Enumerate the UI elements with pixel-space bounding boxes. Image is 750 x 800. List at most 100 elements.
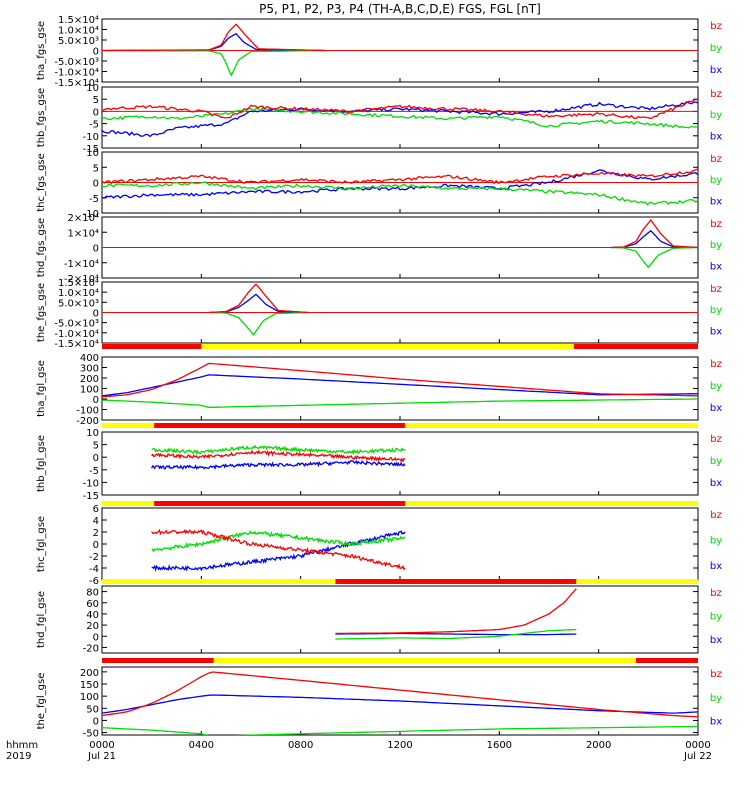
y-tick-label: 4 [93, 516, 99, 527]
y-tick-label: 10 [86, 83, 99, 94]
y-tick-label: 10 [86, 428, 99, 439]
series-bz-line [335, 588, 577, 635]
legend-by: by [710, 611, 722, 622]
legend-bz: bz [710, 219, 722, 230]
y-tick-label: 5 [93, 95, 99, 106]
panel-thd_fgs_gse: 2×10⁴ 1×10⁴ 0 -1×10⁴ -2×10⁴ thd_fgs_gse bz by bx [36, 213, 722, 285]
y-tick-label: -15 [83, 144, 99, 155]
series-bz-line [151, 528, 406, 571]
series-by-line [335, 628, 577, 640]
status-bar-segment [635, 658, 698, 663]
series-by-line [151, 529, 406, 553]
y-tick-label: 1.5×10⁴ [58, 15, 99, 26]
y-tick-label: -1.0×10⁴ [54, 329, 99, 340]
series-bz-line [102, 362, 698, 398]
time-tick-label: 1200 [387, 740, 412, 751]
y-tick-label: 0 [93, 309, 99, 320]
status-bar-segment [201, 344, 574, 349]
status-bar-segment [154, 501, 405, 506]
panel-frame [101, 356, 699, 421]
y-tick-label: -50 [83, 729, 99, 740]
y-tick-label: 1.0×10⁴ [58, 288, 99, 299]
y-tick-label: -10 [83, 132, 99, 143]
legend-bx: bx [710, 635, 722, 646]
series-bz-line [102, 671, 698, 718]
y-tick-label: 100 [80, 385, 99, 396]
start-date-label: Jul 21 [87, 751, 116, 762]
y-tick-label: -200 [76, 416, 99, 427]
y-tick-label: 150 [80, 680, 99, 691]
y-tick-label: 0 [93, 540, 99, 551]
legend-bz: bz [710, 284, 722, 295]
y-tick-label: 2 [93, 528, 99, 539]
y-tick-label: 1.0×10⁴ [58, 26, 99, 37]
y-tick-label: 0 [93, 107, 99, 118]
series-by-line [208, 311, 309, 337]
legend-by: by [710, 110, 722, 121]
panel-frame [101, 431, 699, 496]
panel-ylabel: tha_fgl_gse [36, 360, 47, 417]
time-tick-label: 0000 [89, 740, 114, 751]
status-bar-segment [213, 658, 636, 663]
status-bar-segment [404, 501, 698, 506]
y-tick-label: 0 [93, 395, 99, 406]
y-tick-label: 1.5×10⁴ [58, 278, 99, 289]
series-bx-line [102, 101, 698, 138]
y-tick-label: 5.0×10³ [58, 298, 99, 309]
series-by-line [102, 107, 698, 129]
legend-bx: bx [710, 561, 722, 572]
y-tick-label: -6 [89, 576, 99, 587]
status-bar-segment [102, 344, 202, 349]
legend-bz: bz [710, 588, 722, 599]
legend-by: by [710, 381, 722, 392]
series-bx-line [151, 530, 406, 573]
legend-bx: bx [710, 403, 722, 414]
series-by-line [611, 246, 698, 269]
legend-bz: bz [710, 434, 722, 445]
y-tick-label: 100 [80, 692, 99, 703]
panel-ylabel: thc_fgs_gse [36, 153, 47, 212]
y-tick-label: -4 [89, 564, 99, 575]
y-tick-label: 50 [86, 704, 99, 715]
panel-ylabel: the_fgs_gse [36, 283, 47, 342]
status-bar-segment [102, 501, 155, 506]
series-by-line [102, 49, 326, 77]
y-tick-label: 2×10⁴ [68, 213, 99, 224]
year-label: 2019 [6, 751, 31, 762]
y-tick-label: 5.0×10³ [58, 36, 99, 47]
series-bx-line [102, 694, 698, 714]
y-tick-label: 10 [86, 148, 99, 159]
y-tick-label: -1.5×10⁴ [54, 78, 99, 89]
panel-ylabel: thd_fgs_gse [36, 218, 47, 277]
status-bar-segment [102, 579, 336, 584]
y-tick-label: 6 [93, 504, 99, 515]
y-tick-label: -10 [83, 209, 99, 220]
legend-bz: bz [710, 510, 722, 521]
series-bx-line [102, 169, 698, 199]
series-bz-line [611, 219, 698, 249]
y-tick-label: -5 [89, 466, 99, 477]
status-bar-segment [102, 423, 155, 428]
y-tick-label: 400 [80, 353, 99, 364]
y-tick-label: -2 [89, 552, 99, 563]
time-tick-label: 0400 [189, 740, 214, 751]
status-bar-segment [335, 579, 577, 584]
y-tick-label: 0 [93, 47, 99, 58]
series-bx-line [102, 374, 698, 397]
series-bz-line [151, 449, 406, 463]
legend-bx: bx [710, 478, 722, 489]
y-tick-label: -15 [83, 491, 99, 502]
time-tick-label: 2000 [586, 740, 611, 751]
y-tick-label: -2×10⁴ [64, 274, 99, 285]
legend-bz: bz [710, 21, 722, 32]
status-bar-segment [102, 658, 214, 663]
panel-thb_fgl_gse: 10 50 -5-10 -15 thb_fgl_gse bz by bx [36, 423, 722, 502]
y-tick-label: -20 [83, 643, 99, 654]
time-tick-label: 1600 [487, 740, 512, 751]
legend-by: by [710, 693, 722, 704]
y-tick-label: -5.0×10³ [54, 319, 99, 330]
y-tick-label: 5 [93, 441, 99, 452]
